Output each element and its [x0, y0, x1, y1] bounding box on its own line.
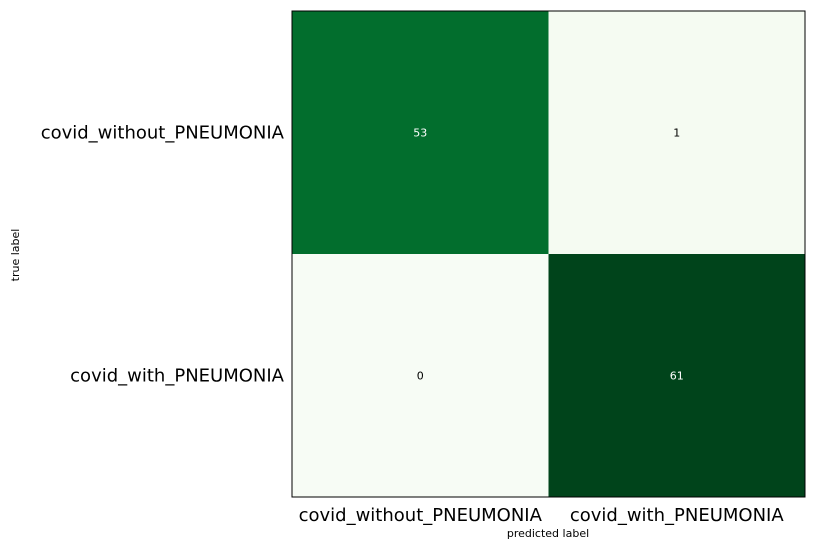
x-tick-labels: covid_without_PNEUMONIA covid_with_PNEUMO…: [299, 505, 785, 526]
x-axis-label: predicted label: [507, 527, 589, 540]
matrix-cell: [548, 254, 805, 497]
x-tick-label: covid_with_PNEUMONIA: [570, 505, 785, 526]
x-tick-label: covid_without_PNEUMONIA: [299, 505, 543, 526]
matrix-cells: [292, 11, 805, 497]
matrix-cell: [548, 11, 805, 254]
cell-value-label: 61: [670, 370, 684, 383]
matrix-cell: [292, 11, 549, 254]
y-tick-label: covid_with_PNEUMONIA: [70, 366, 285, 387]
cell-value-label: 0: [417, 370, 424, 383]
y-axis-label: true label: [9, 229, 22, 282]
y-tick-label: covid_without_PNEUMONIA: [41, 123, 285, 144]
cell-values: 53 1 0 61: [413, 127, 684, 383]
axes-frame: [291, 10, 806, 498]
cell-value-label: 1: [673, 127, 680, 140]
matrix-cell: [292, 254, 549, 497]
cell-value-label: 53: [413, 127, 427, 140]
y-tick-labels: covid_without_PNEUMONIA covid_with_PNEUMO…: [41, 123, 285, 387]
